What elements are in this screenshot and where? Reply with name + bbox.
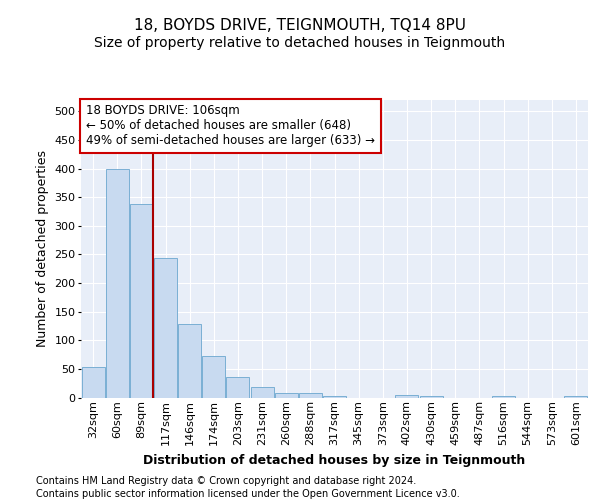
Text: Contains HM Land Registry data © Crown copyright and database right 2024.: Contains HM Land Registry data © Crown c… [36, 476, 416, 486]
Bar [323, 396, 346, 398]
Bar [299, 394, 322, 398]
Bar [106, 168, 128, 398]
Bar [202, 356, 225, 398]
X-axis label: Distribution of detached houses by size in Teignmouth: Distribution of detached houses by size … [143, 454, 526, 466]
Bar [154, 258, 177, 398]
Bar [251, 387, 274, 398]
Bar [130, 204, 153, 398]
Bar [395, 394, 418, 398]
Bar [565, 396, 587, 398]
Text: 18 BOYDS DRIVE: 106sqm
← 50% of detached houses are smaller (648)
49% of semi-de: 18 BOYDS DRIVE: 106sqm ← 50% of detached… [86, 104, 375, 148]
Bar [226, 378, 250, 398]
Text: 18, BOYDS DRIVE, TEIGNMOUTH, TQ14 8PU: 18, BOYDS DRIVE, TEIGNMOUTH, TQ14 8PU [134, 18, 466, 32]
Bar [178, 324, 201, 398]
Bar [82, 367, 104, 398]
Y-axis label: Number of detached properties: Number of detached properties [36, 150, 49, 348]
Bar [419, 396, 443, 398]
Text: Size of property relative to detached houses in Teignmouth: Size of property relative to detached ho… [94, 36, 506, 50]
Text: Contains public sector information licensed under the Open Government Licence v3: Contains public sector information licen… [36, 489, 460, 499]
Bar [275, 394, 298, 398]
Bar [492, 396, 515, 398]
